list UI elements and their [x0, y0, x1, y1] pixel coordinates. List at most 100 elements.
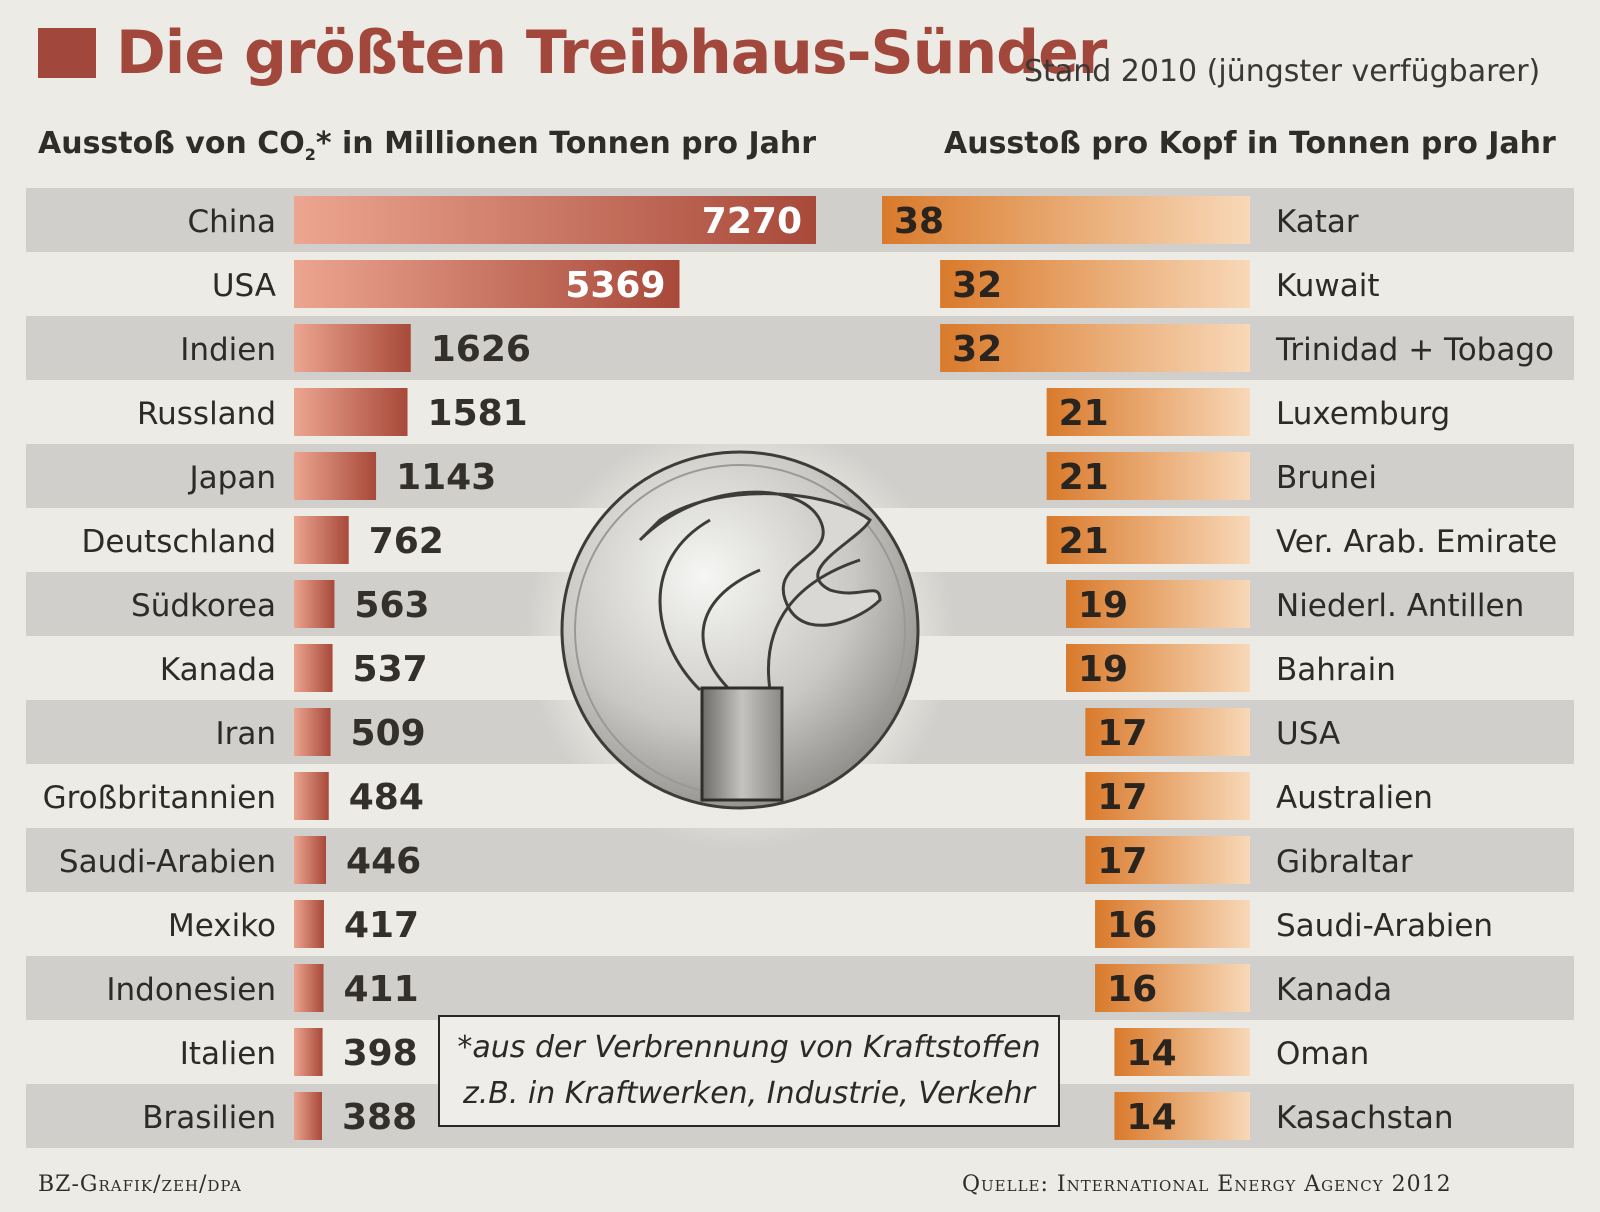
right-category-label: Brunei — [1276, 460, 1377, 496]
left-bar-9 — [294, 708, 331, 756]
left-category-label: Brasilien — [142, 1100, 276, 1136]
left-bar-11 — [294, 836, 327, 884]
left-category-label: Deutschland — [81, 524, 276, 560]
credit-graphic: BZ-Grafik/zeh/dpa — [38, 1172, 242, 1197]
right-bar-13 — [1095, 964, 1250, 1012]
right-value-label: 17 — [1097, 777, 1147, 818]
chart-title: Die größten Treibhaus-Sünder — [116, 18, 1107, 88]
left-bar-14 — [294, 1028, 323, 1076]
row-band — [26, 316, 1574, 380]
right-bar-5 — [1046, 452, 1250, 500]
left-value-label: 1626 — [431, 329, 531, 370]
left-heading-pre: Ausstoß von CO — [38, 126, 305, 161]
left-chart-heading: Ausstoß von CO2* in Millionen Tonnen pro… — [38, 126, 816, 164]
right-category-label: Kasachstan — [1276, 1100, 1454, 1136]
left-category-label: Iran — [215, 716, 276, 752]
footnote-line-1: *aus der Verbrennung von Kraftstoffen — [457, 1030, 1041, 1065]
left-value-label: 537 — [353, 649, 428, 690]
right-category-label: Saudi-Arabien — [1276, 908, 1493, 944]
left-bar-7 — [294, 580, 335, 628]
right-category-label: Katar — [1276, 204, 1359, 240]
right-category-label: Kuwait — [1276, 268, 1380, 304]
left-category-label: Kanada — [160, 652, 276, 688]
left-category-label: Japan — [188, 460, 276, 496]
right-bar-15 — [1114, 1092, 1250, 1140]
left-bar-3 — [294, 324, 411, 372]
right-bar-7 — [1066, 580, 1250, 628]
right-bar-6 — [1046, 516, 1250, 564]
title-marker — [38, 28, 96, 78]
left-bar-6 — [294, 516, 349, 564]
right-category-label: Trinidad + Tobago — [1275, 332, 1554, 368]
right-value-label: 17 — [1097, 713, 1147, 754]
left-value-label: 484 — [349, 777, 424, 818]
left-category-label: Indien — [180, 332, 276, 368]
left-bar-12 — [294, 900, 324, 948]
right-category-label: Bahrain — [1276, 652, 1396, 688]
right-value-label: 16 — [1107, 905, 1157, 946]
left-value-label: 762 — [369, 521, 444, 562]
right-value-label: 19 — [1078, 649, 1128, 690]
right-bar-series: 38 Katar 32 Kuwait 32 Trinidad + Tobago 21 Luxe… — [882, 196, 1557, 1140]
right-value-label: 17 — [1097, 841, 1147, 882]
left-category-label: Indonesien — [106, 972, 276, 1008]
row-band — [26, 956, 1574, 1020]
right-bar-11 — [1085, 836, 1250, 884]
left-value-label: 7270 — [702, 201, 802, 242]
right-value-label: 16 — [1107, 969, 1157, 1010]
right-bar-9 — [1085, 708, 1250, 756]
left-category-label: Mexiko — [168, 908, 276, 944]
footnote-line-2: z.B. in Kraftwerken, Industrie, Verkehr — [462, 1076, 1036, 1111]
right-bar-2 — [940, 260, 1250, 308]
right-category-label: USA — [1276, 716, 1340, 752]
right-category-label: Niederl. Antillen — [1276, 588, 1524, 624]
left-bar-13 — [294, 964, 324, 1012]
left-value-label: 5369 — [565, 265, 665, 306]
right-value-label: 21 — [1059, 393, 1109, 434]
left-heading-sub: 2 — [304, 145, 316, 164]
right-bar-12 — [1095, 900, 1250, 948]
right-bar-10 — [1085, 772, 1250, 820]
left-category-label: China — [187, 204, 276, 240]
left-bar-2 — [294, 260, 680, 308]
credit-source: Quelle: International Energy Agency 2012 — [962, 1172, 1452, 1197]
stand-note: Stand 2010 (jüngster verfügbarer) — [1024, 54, 1541, 89]
right-category-label: Australien — [1276, 780, 1433, 816]
left-value-label: 388 — [342, 1097, 417, 1138]
footnote-box: *aus der Verbrennung von Kraftstoffen z.… — [438, 1015, 1060, 1127]
right-bar-8 — [1066, 644, 1250, 692]
left-value-label: 563 — [354, 585, 429, 626]
left-bar-5 — [294, 452, 377, 500]
left-category-label: Südkorea — [131, 588, 276, 624]
left-bar-series: China 7270 USA 5369 Indien 1626 Russland 1581 Ja… — [43, 196, 816, 1140]
right-category-label: Gibraltar — [1276, 844, 1413, 880]
left-bar-1 — [294, 196, 816, 244]
left-value-label: 446 — [346, 841, 421, 882]
left-category-label: Großbritannien — [43, 780, 276, 816]
right-category-label: Luxemburg — [1276, 396, 1450, 432]
left-bar-10 — [294, 772, 329, 820]
left-bar-4 — [294, 388, 408, 436]
right-bar-1 — [882, 196, 1250, 244]
right-value-label: 21 — [1059, 457, 1109, 498]
right-bar-3 — [940, 324, 1250, 372]
right-category-label: Kanada — [1276, 972, 1392, 1008]
right-value-label: 14 — [1126, 1033, 1176, 1074]
right-value-label: 14 — [1126, 1097, 1176, 1138]
right-category-label: Oman — [1276, 1036, 1369, 1072]
right-value-label: 32 — [952, 329, 1002, 370]
left-bar-15 — [294, 1092, 322, 1140]
left-value-label: 1143 — [396, 457, 496, 498]
right-value-label: 32 — [952, 265, 1002, 306]
right-chart-heading: Ausstoß pro Kopf in Tonnen pro Jahr — [944, 126, 1556, 161]
left-heading-post: * in Millionen Tonnen pro Jahr — [315, 126, 817, 161]
right-value-label: 19 — [1078, 585, 1128, 626]
right-value-label: 38 — [894, 201, 944, 242]
left-category-label: Italien — [180, 1036, 276, 1072]
right-category-label: Ver. Arab. Emirate — [1276, 524, 1557, 560]
left-bar-8 — [294, 644, 333, 692]
left-value-label: 509 — [351, 713, 426, 754]
left-value-label: 411 — [344, 969, 419, 1010]
left-value-label: 417 — [344, 905, 419, 946]
